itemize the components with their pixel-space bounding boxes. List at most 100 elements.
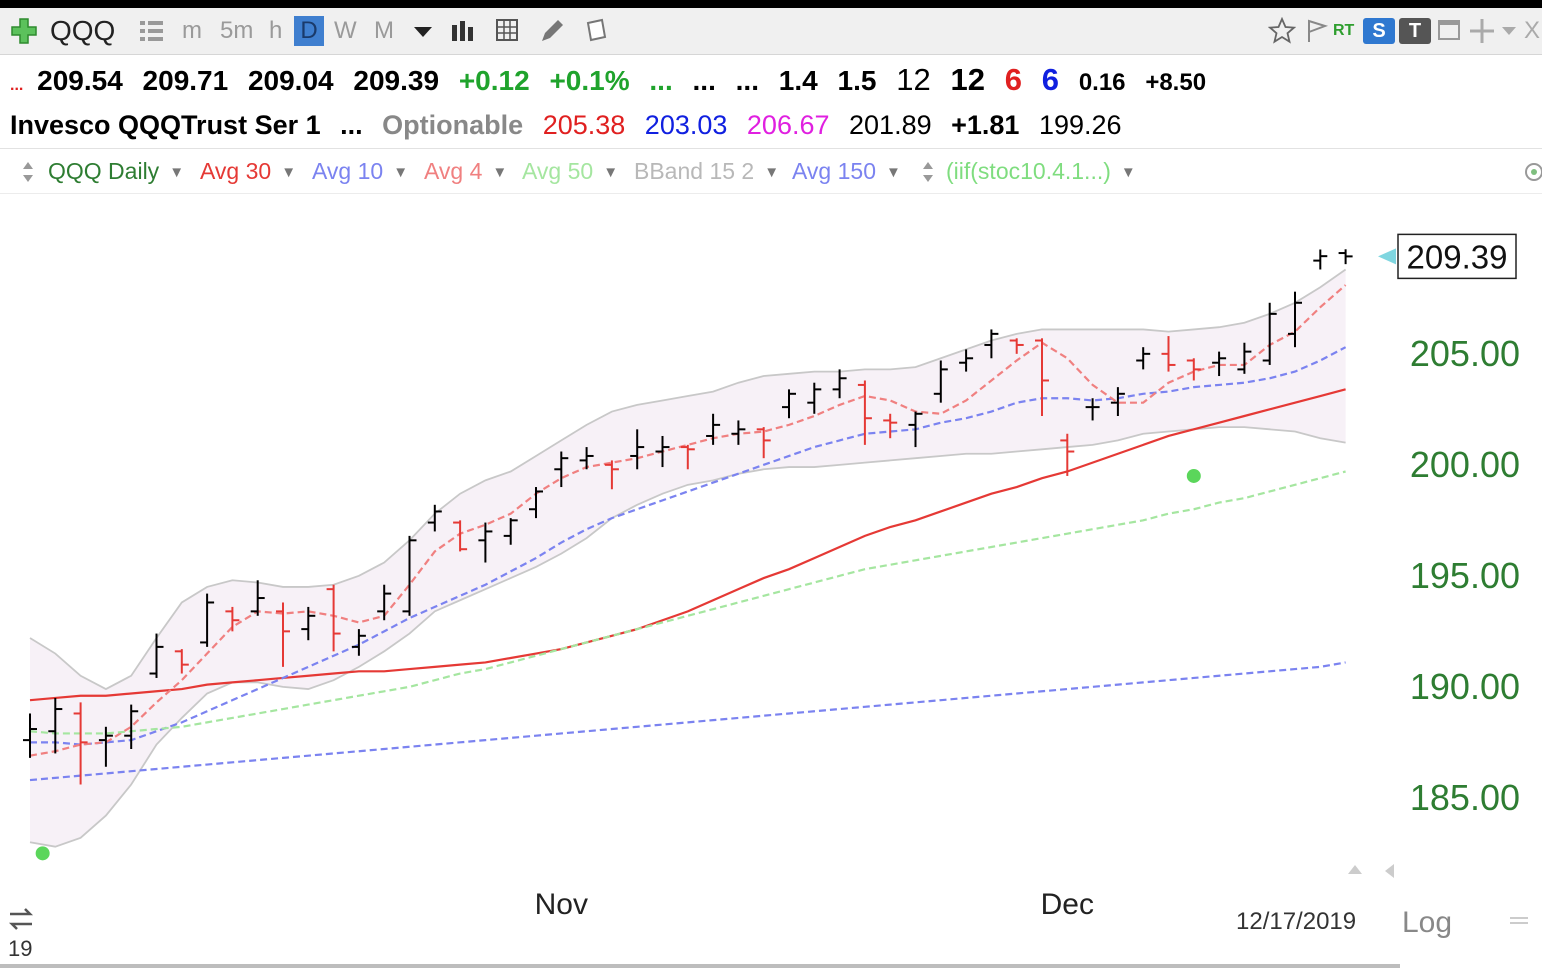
- pencil-icon[interactable]: [538, 17, 566, 45]
- ohlc-bar: [73, 702, 88, 785]
- ohlc-bar: [200, 593, 215, 647]
- quote-p2: 203.03: [644, 110, 728, 140]
- last-price-box: [1397, 233, 1517, 280]
- log-toggle[interactable]: Log: [1402, 906, 1453, 939]
- moving-average-layer: [29, 284, 1347, 782]
- series-line-avg-30: [29, 388, 1346, 702]
- timeframe-month[interactable]: M: [374, 17, 394, 44]
- ohlc-bar: [453, 520, 468, 552]
- move-icon[interactable]: [1468, 17, 1496, 45]
- ohlc-bar: [857, 380, 872, 445]
- quote-high: 209.71: [142, 65, 229, 96]
- ohlc-bar: [1085, 398, 1100, 421]
- ohlc-bar: [225, 606, 240, 632]
- ohlc-bar: [630, 429, 645, 470]
- ohlc-bar: [832, 369, 847, 399]
- series-line-avg-4: [29, 284, 1347, 757]
- table-icon[interactable]: [494, 17, 522, 45]
- s-button[interactable]: S: [1363, 18, 1395, 44]
- add-icon[interactable]: [10, 17, 38, 45]
- x-tick-label: Nov: [535, 888, 588, 921]
- y-tick-label: 205.00: [1410, 333, 1520, 374]
- chart-settings-icon[interactable]: [1522, 161, 1542, 183]
- ohlc-bar: [604, 460, 619, 490]
- bar-chart-icon[interactable]: [450, 17, 478, 45]
- studies-bar: QQQ Daily ▼ Avg 30 ▼ Avg 10 ▼ Avg 4 ▼ Avg 50…: [0, 148, 1542, 194]
- quote-v7: 0.16: [1078, 69, 1126, 96]
- study-avg-10[interactable]: Avg 10 ▼: [312, 156, 408, 190]
- chevron-down-icon: ▼: [281, 164, 297, 181]
- ohlc-bar: [554, 451, 569, 488]
- symbol-input[interactable]: QQQ: [50, 15, 116, 46]
- ohlc-bar: [706, 413, 721, 445]
- quote-p1: 205.38: [542, 110, 626, 140]
- study-avg-50[interactable]: Avg 50 ▼: [522, 156, 618, 190]
- flag-icon[interactable]: [1304, 17, 1332, 45]
- quote-v1: 1.4: [778, 65, 818, 96]
- y-tick-label: 195.00: [1410, 555, 1520, 596]
- sort-icon[interactable]: [22, 161, 34, 183]
- price-chart[interactable]: 185.00 190.00 195.00 200.00 205.00 209.39 Nov…: [0, 8, 1542, 972]
- timeframe-d[interactable]: D: [294, 16, 324, 46]
- star-icon[interactable]: [1268, 17, 1296, 45]
- window-icon[interactable]: [1436, 17, 1464, 45]
- price-bars-layer: [23, 249, 1353, 785]
- ohlc-bar: [782, 389, 796, 419]
- quote-v6: 6: [1041, 62, 1060, 97]
- bollinger-band-fill: [30, 269, 1346, 847]
- ohlc-bar: [529, 487, 543, 519]
- ohlc-bar: [1136, 347, 1151, 370]
- x-tick-label: Dec: [1041, 888, 1094, 921]
- note-icon[interactable]: [582, 17, 610, 45]
- list-icon[interactable]: [138, 17, 166, 45]
- ohlc-bar: [1237, 342, 1252, 374]
- study-bband[interactable]: BBand 15 2 ▼: [634, 156, 779, 190]
- ohlc-bar: [427, 504, 442, 532]
- study-qqq-daily[interactable]: QQQ Daily ▼: [48, 156, 184, 190]
- menu-lines-icon[interactable]: [1508, 914, 1530, 928]
- optionable-label: Optionable: [382, 110, 524, 140]
- t-button[interactable]: T: [1399, 18, 1431, 44]
- series-line-bband-upper: [29, 268, 1347, 691]
- date-label: 12/17/2019: [1236, 908, 1357, 935]
- study-avg-150[interactable]: Avg 150 ▼: [792, 156, 901, 190]
- study-avg-4[interactable]: Avg 4 ▼: [424, 156, 507, 190]
- scroll-arrows-icon[interactable]: [1344, 860, 1400, 882]
- ohlc-bar: [579, 447, 594, 470]
- chevron-down-icon-right[interactable]: [1496, 17, 1524, 45]
- study-label: Avg 150: [792, 158, 876, 184]
- last-price-pointer: [1378, 248, 1396, 265]
- quote-v4: 12: [950, 62, 985, 97]
- corner-label: 19: [8, 936, 33, 961]
- close-button[interactable]: X: [1524, 17, 1541, 44]
- y-tick-label: 200.00: [1410, 444, 1520, 485]
- chevron-down-icon[interactable]: [410, 17, 438, 45]
- ohlc-bar: [655, 435, 670, 468]
- study-avg-30[interactable]: Avg 30 ▼: [200, 156, 296, 190]
- ohlc-bar: [98, 726, 113, 767]
- ohlc-bar: [1313, 249, 1328, 270]
- rt-badge[interactable]: RT: [1333, 22, 1355, 39]
- refresh-icon[interactable]: [6, 906, 36, 932]
- horizontal-scrollbar[interactable]: [0, 964, 1400, 968]
- ohlc-bar: [1288, 291, 1302, 348]
- study-label: Avg 50: [522, 158, 594, 184]
- ohlc-bar: [959, 349, 974, 372]
- study-stoc[interactable]: (iif(stoc10.4.1...) ▼: [946, 156, 1136, 190]
- study-label: Avg 30: [200, 158, 272, 184]
- chevron-down-icon: ▼: [1120, 164, 1136, 181]
- ohlc-bar: [984, 329, 999, 359]
- timeframe-5m[interactable]: 5m: [220, 17, 254, 44]
- timeframe-w[interactable]: W: [334, 17, 357, 44]
- chevron-down-icon: ▼: [603, 164, 619, 181]
- ohlc-bar: [1212, 351, 1227, 377]
- sort-icon-2[interactable]: [922, 161, 934, 183]
- ohlc-bar: [807, 382, 822, 414]
- y-tick-label: 185.00: [1410, 777, 1520, 818]
- timeframe-h[interactable]: h: [269, 17, 283, 44]
- chart-window: QQQ m 5m h D W M: [0, 8, 1542, 972]
- quote-p5: +1.81: [951, 110, 1020, 140]
- quote-open: 209.54: [37, 65, 123, 96]
- toolbar: QQQ m 5m h D W M: [0, 8, 1542, 55]
- timeframe-m[interactable]: m: [182, 17, 202, 44]
